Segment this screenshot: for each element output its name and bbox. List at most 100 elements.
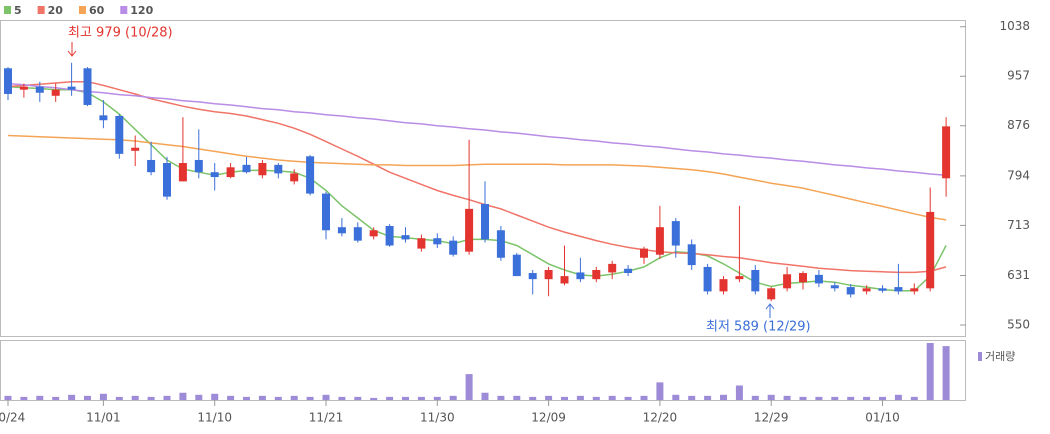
- candle-body: [290, 173, 299, 182]
- x-tick-label: 11/30: [420, 411, 455, 425]
- volume-bar: [799, 396, 807, 400]
- legend-swatch: [37, 6, 45, 14]
- volume-bar: [513, 395, 521, 400]
- legend-label: 5: [14, 4, 22, 17]
- candle-body: [910, 288, 919, 292]
- candle-body: [926, 211, 935, 289]
- legend-label: 20: [48, 4, 64, 17]
- volume-bar: [195, 394, 203, 400]
- volume-bar: [704, 395, 712, 400]
- candle-body: [576, 272, 585, 280]
- y-tick-label: 550: [1007, 317, 1030, 331]
- volume-bar: [306, 396, 314, 400]
- volume-bar: [656, 382, 664, 400]
- candle-body: [640, 248, 648, 258]
- volume-bar: [481, 392, 489, 400]
- candle-body: [862, 288, 871, 292]
- x-tick-label: 12/20: [643, 411, 678, 425]
- volume-bar: [20, 396, 28, 400]
- candle-body: [799, 273, 807, 283]
- volume-bar: [624, 396, 632, 400]
- x-tick-label: 10/24: [0, 411, 25, 425]
- volume-bar: [68, 394, 76, 400]
- y-tick-label: 631: [1007, 268, 1030, 282]
- volume-bar: [608, 395, 616, 400]
- candle-body: [417, 238, 426, 249]
- candle-body: [592, 269, 601, 280]
- volume-bar: [4, 395, 12, 400]
- candle-body: [274, 164, 283, 174]
- volume-bar: [465, 374, 473, 400]
- candle-body: [528, 273, 537, 280]
- low-annotation: 최저 589 (12/29): [706, 320, 811, 335]
- y-tick-label: 1038: [999, 19, 1030, 33]
- x-tick-label: 11/21: [309, 411, 344, 425]
- x-tick-label: 12/29: [754, 411, 789, 425]
- ma-line: [7, 134, 947, 221]
- volume-bar: [942, 346, 950, 400]
- volume-bar: [783, 395, 791, 400]
- candle-body: [719, 279, 728, 292]
- candle-body: [4, 68, 12, 94]
- x-tick-label: 11/01: [86, 411, 121, 425]
- volume-bar: [831, 396, 839, 400]
- volume-bar: [926, 343, 934, 400]
- candle-body: [703, 266, 712, 292]
- volume-bar: [894, 394, 902, 400]
- candle-body: [163, 163, 171, 197]
- volume-bar: [529, 396, 537, 400]
- x-tick-label: 12/09: [531, 411, 566, 425]
- volume-bar: [449, 395, 457, 400]
- candle-body: [481, 203, 489, 240]
- y-tick-label: 876: [1007, 118, 1030, 132]
- volume-bar: [402, 396, 409, 400]
- volume-bar: [290, 395, 298, 400]
- candle-body: [687, 244, 696, 266]
- volume-bar: [879, 396, 886, 400]
- volume-bar: [258, 395, 266, 400]
- candle-body: [465, 208, 474, 252]
- volume-bar: [640, 395, 648, 400]
- volume-bar: [688, 395, 696, 400]
- candle-body: [624, 268, 633, 274]
- candle-body: [337, 227, 346, 234]
- candle-body: [544, 269, 553, 280]
- volume-bar: [99, 393, 107, 400]
- legend-swatch: [78, 6, 86, 14]
- candle-body: [353, 227, 362, 241]
- candle-body: [226, 167, 235, 178]
- legend-swatch: [4, 6, 11, 14]
- candle-body: [671, 221, 680, 246]
- candle-body: [131, 147, 140, 151]
- volume-bar: [815, 396, 823, 400]
- volume-bar: [576, 395, 584, 400]
- x-tick-label: 01/10: [865, 411, 900, 425]
- candle-body: [258, 163, 267, 176]
- volume-bar: [863, 396, 871, 400]
- volume-bar: [147, 396, 155, 400]
- volume-bar: [338, 396, 346, 400]
- volume-bar: [84, 395, 91, 400]
- volume-bar: [243, 396, 250, 400]
- candle-body: [783, 274, 792, 289]
- candle-body: [67, 86, 76, 90]
- volume-bar: [497, 395, 505, 400]
- candle-body: [385, 225, 394, 246]
- y-tick-label: 794: [1007, 168, 1030, 182]
- volume-bar: [274, 396, 282, 400]
- legend-swatch: [120, 6, 128, 14]
- volume-bar: [386, 396, 394, 400]
- legend-label: 60: [89, 4, 105, 17]
- candle-body: [210, 172, 219, 178]
- volume-bar: [672, 394, 680, 400]
- candle-body: [496, 230, 505, 258]
- candle-body: [830, 285, 839, 289]
- volume-bar: [179, 392, 187, 400]
- candle-body: [51, 89, 60, 96]
- volume-bar: [370, 397, 378, 400]
- volume-bar: [322, 394, 330, 400]
- ma-line: [7, 80, 947, 274]
- candle-body: [814, 274, 823, 284]
- candle-body: [369, 230, 378, 237]
- volume-bar: [433, 396, 441, 400]
